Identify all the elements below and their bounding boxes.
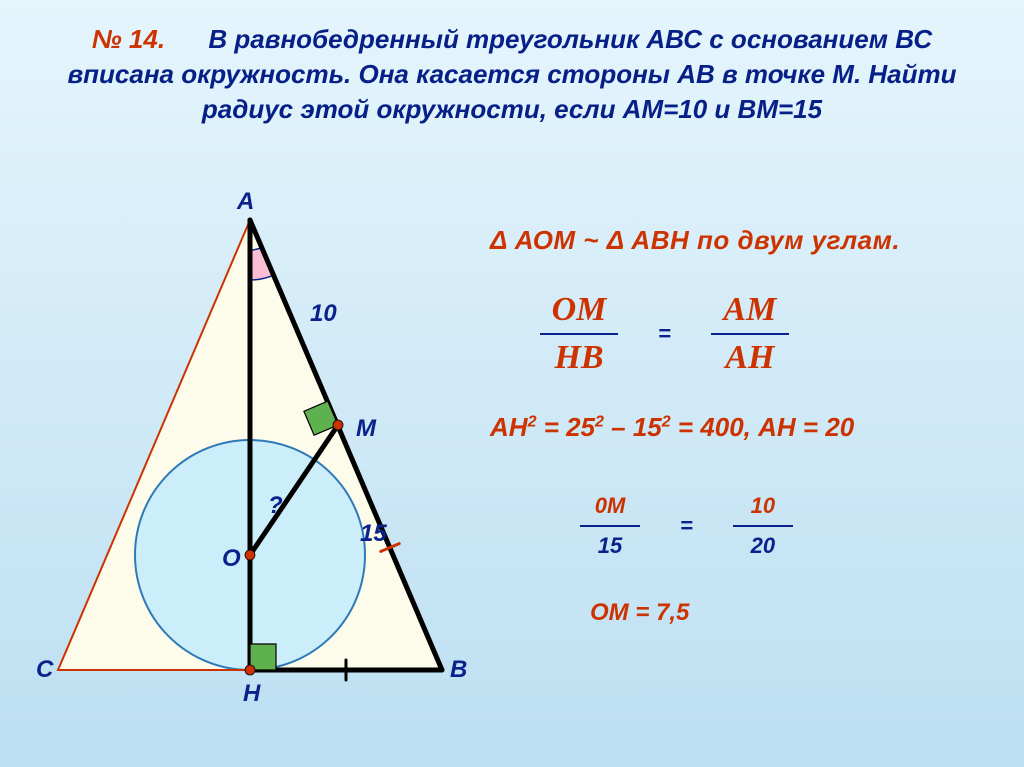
frac2-bot: АН	[725, 339, 774, 377]
equals-1: =	[658, 321, 671, 347]
frac3-bot: 15	[598, 533, 622, 559]
label-H: H	[243, 680, 260, 708]
frac3-top: 0М	[595, 493, 626, 519]
proportion-2: 0М 15 = 10 20	[580, 493, 1000, 559]
ah-calculation: АН2 = 252 – 152 = 400, АН = 20	[490, 412, 1000, 443]
fraction-line	[733, 525, 793, 527]
equals-2: =	[680, 513, 693, 539]
problem-text: В равнобедренный треугольник АВС с основ…	[67, 24, 956, 124]
geometry-slide: № 14. В равнобедренный треугольник АВС с…	[0, 0, 1024, 767]
fraction-AM-AH: АМ АН	[711, 291, 789, 377]
fraction-OM-HB: ОМ HB	[540, 291, 618, 377]
fraction-line	[711, 333, 789, 335]
label-A: A	[237, 188, 254, 216]
frac4-bot: 20	[751, 533, 775, 559]
frac1-top: ОМ	[552, 291, 607, 329]
label-AM: 10	[310, 300, 337, 328]
problem-number: № 14.	[92, 24, 165, 54]
answer-line: ОМ = 7,5	[590, 599, 1000, 627]
frac2-top: АМ	[723, 291, 776, 329]
diagram: A B C H O M 10 15 ?	[30, 210, 470, 730]
frac4-top: 10	[751, 493, 775, 519]
label-B: B	[450, 656, 467, 684]
fraction-line	[540, 333, 618, 335]
frac1-bot: HB	[554, 339, 603, 377]
work-area: Δ АОМ ~ Δ АВН по двум углам. ОМ HB = АМ …	[490, 225, 1000, 745]
fraction-0M-15: 0М 15	[580, 493, 640, 559]
title-block: № 14. В равнобедренный треугольник АВС с…	[0, 22, 1024, 127]
label-q: ?	[268, 492, 283, 520]
label-M: M	[356, 415, 376, 443]
similarity-line: Δ АОМ ~ Δ АВН по двум углам.	[490, 225, 1000, 256]
label-O: O	[222, 545, 241, 573]
fraction-10-20: 10 20	[733, 493, 793, 559]
label-C: C	[36, 656, 53, 684]
fraction-line	[580, 525, 640, 527]
label-MB: 15	[360, 520, 387, 548]
diagram-svg	[30, 210, 470, 730]
proportion-1: ОМ HB = АМ АН	[540, 291, 1000, 377]
